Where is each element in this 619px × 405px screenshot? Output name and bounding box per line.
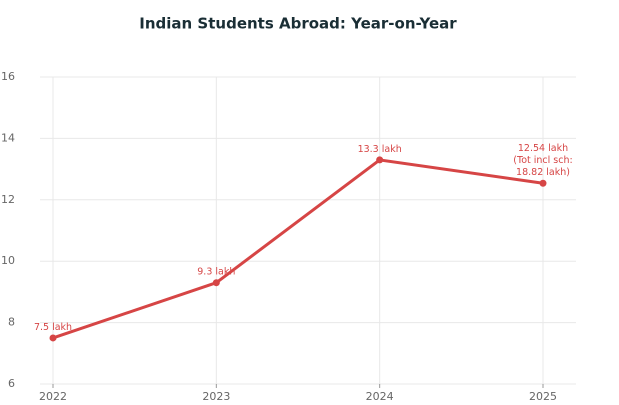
chart-title: Indian Students Abroad: Year-on-Year — [139, 15, 457, 33]
y-tick-label: 14 — [1, 131, 15, 144]
y-tick-label: 10 — [1, 254, 15, 267]
point — [539, 179, 547, 187]
line — [52, 158, 544, 340]
value-label: 9.3 lakh — [197, 266, 235, 277]
x-tick-label: 2024 — [366, 390, 394, 403]
x-tick-label: 2022 — [39, 390, 67, 403]
y-tick-label: 8 — [8, 316, 15, 329]
y-tick-label: 6 — [8, 377, 15, 390]
value-label-line: 18.82 lakh) — [516, 167, 570, 178]
y-tick-label: 16 — [1, 70, 15, 83]
value-label: 12.54 lakh (Tot incl sch: 18.82 lakh) — [513, 143, 572, 178]
x-tick-label: 2025 — [529, 390, 557, 403]
y-tick-label: 12 — [1, 193, 15, 206]
value-label-line: 7.5 lakh — [34, 321, 72, 332]
value-label-line: 9.3 lakh — [197, 266, 235, 277]
point — [49, 334, 57, 342]
point — [212, 279, 220, 287]
value-label: 7.5 lakh — [34, 321, 72, 332]
value-label: 13.3 lakh — [358, 143, 402, 154]
point — [376, 156, 384, 164]
value-label-line: 12.54 lakh — [518, 143, 568, 154]
value-label-line: 13.3 lakh — [358, 143, 402, 154]
value-label-line: (Tot incl sch: — [513, 155, 572, 166]
x-tick-label: 2023 — [202, 390, 230, 403]
